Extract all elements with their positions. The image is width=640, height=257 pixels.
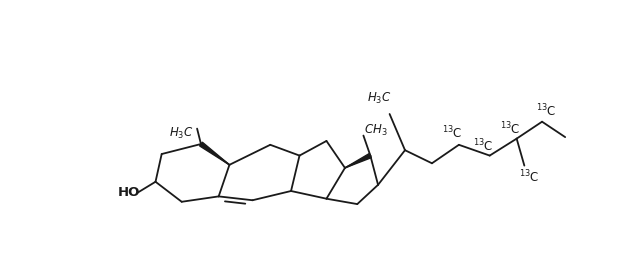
Text: HO: HO — [117, 186, 140, 199]
Text: $CH_3$: $CH_3$ — [364, 123, 388, 139]
Text: $H_3C$: $H_3C$ — [367, 91, 391, 106]
Text: $^{13}$C: $^{13}$C — [442, 125, 463, 142]
Polygon shape — [200, 142, 230, 165]
Text: $H_3C$: $H_3C$ — [170, 126, 194, 141]
Polygon shape — [345, 153, 371, 168]
Text: $^{13}$C: $^{13}$C — [500, 121, 521, 138]
Text: $^{13}$C: $^{13}$C — [520, 169, 540, 186]
Text: $^{13}$C: $^{13}$C — [474, 138, 494, 155]
Text: $^{13}$C: $^{13}$C — [536, 103, 557, 119]
